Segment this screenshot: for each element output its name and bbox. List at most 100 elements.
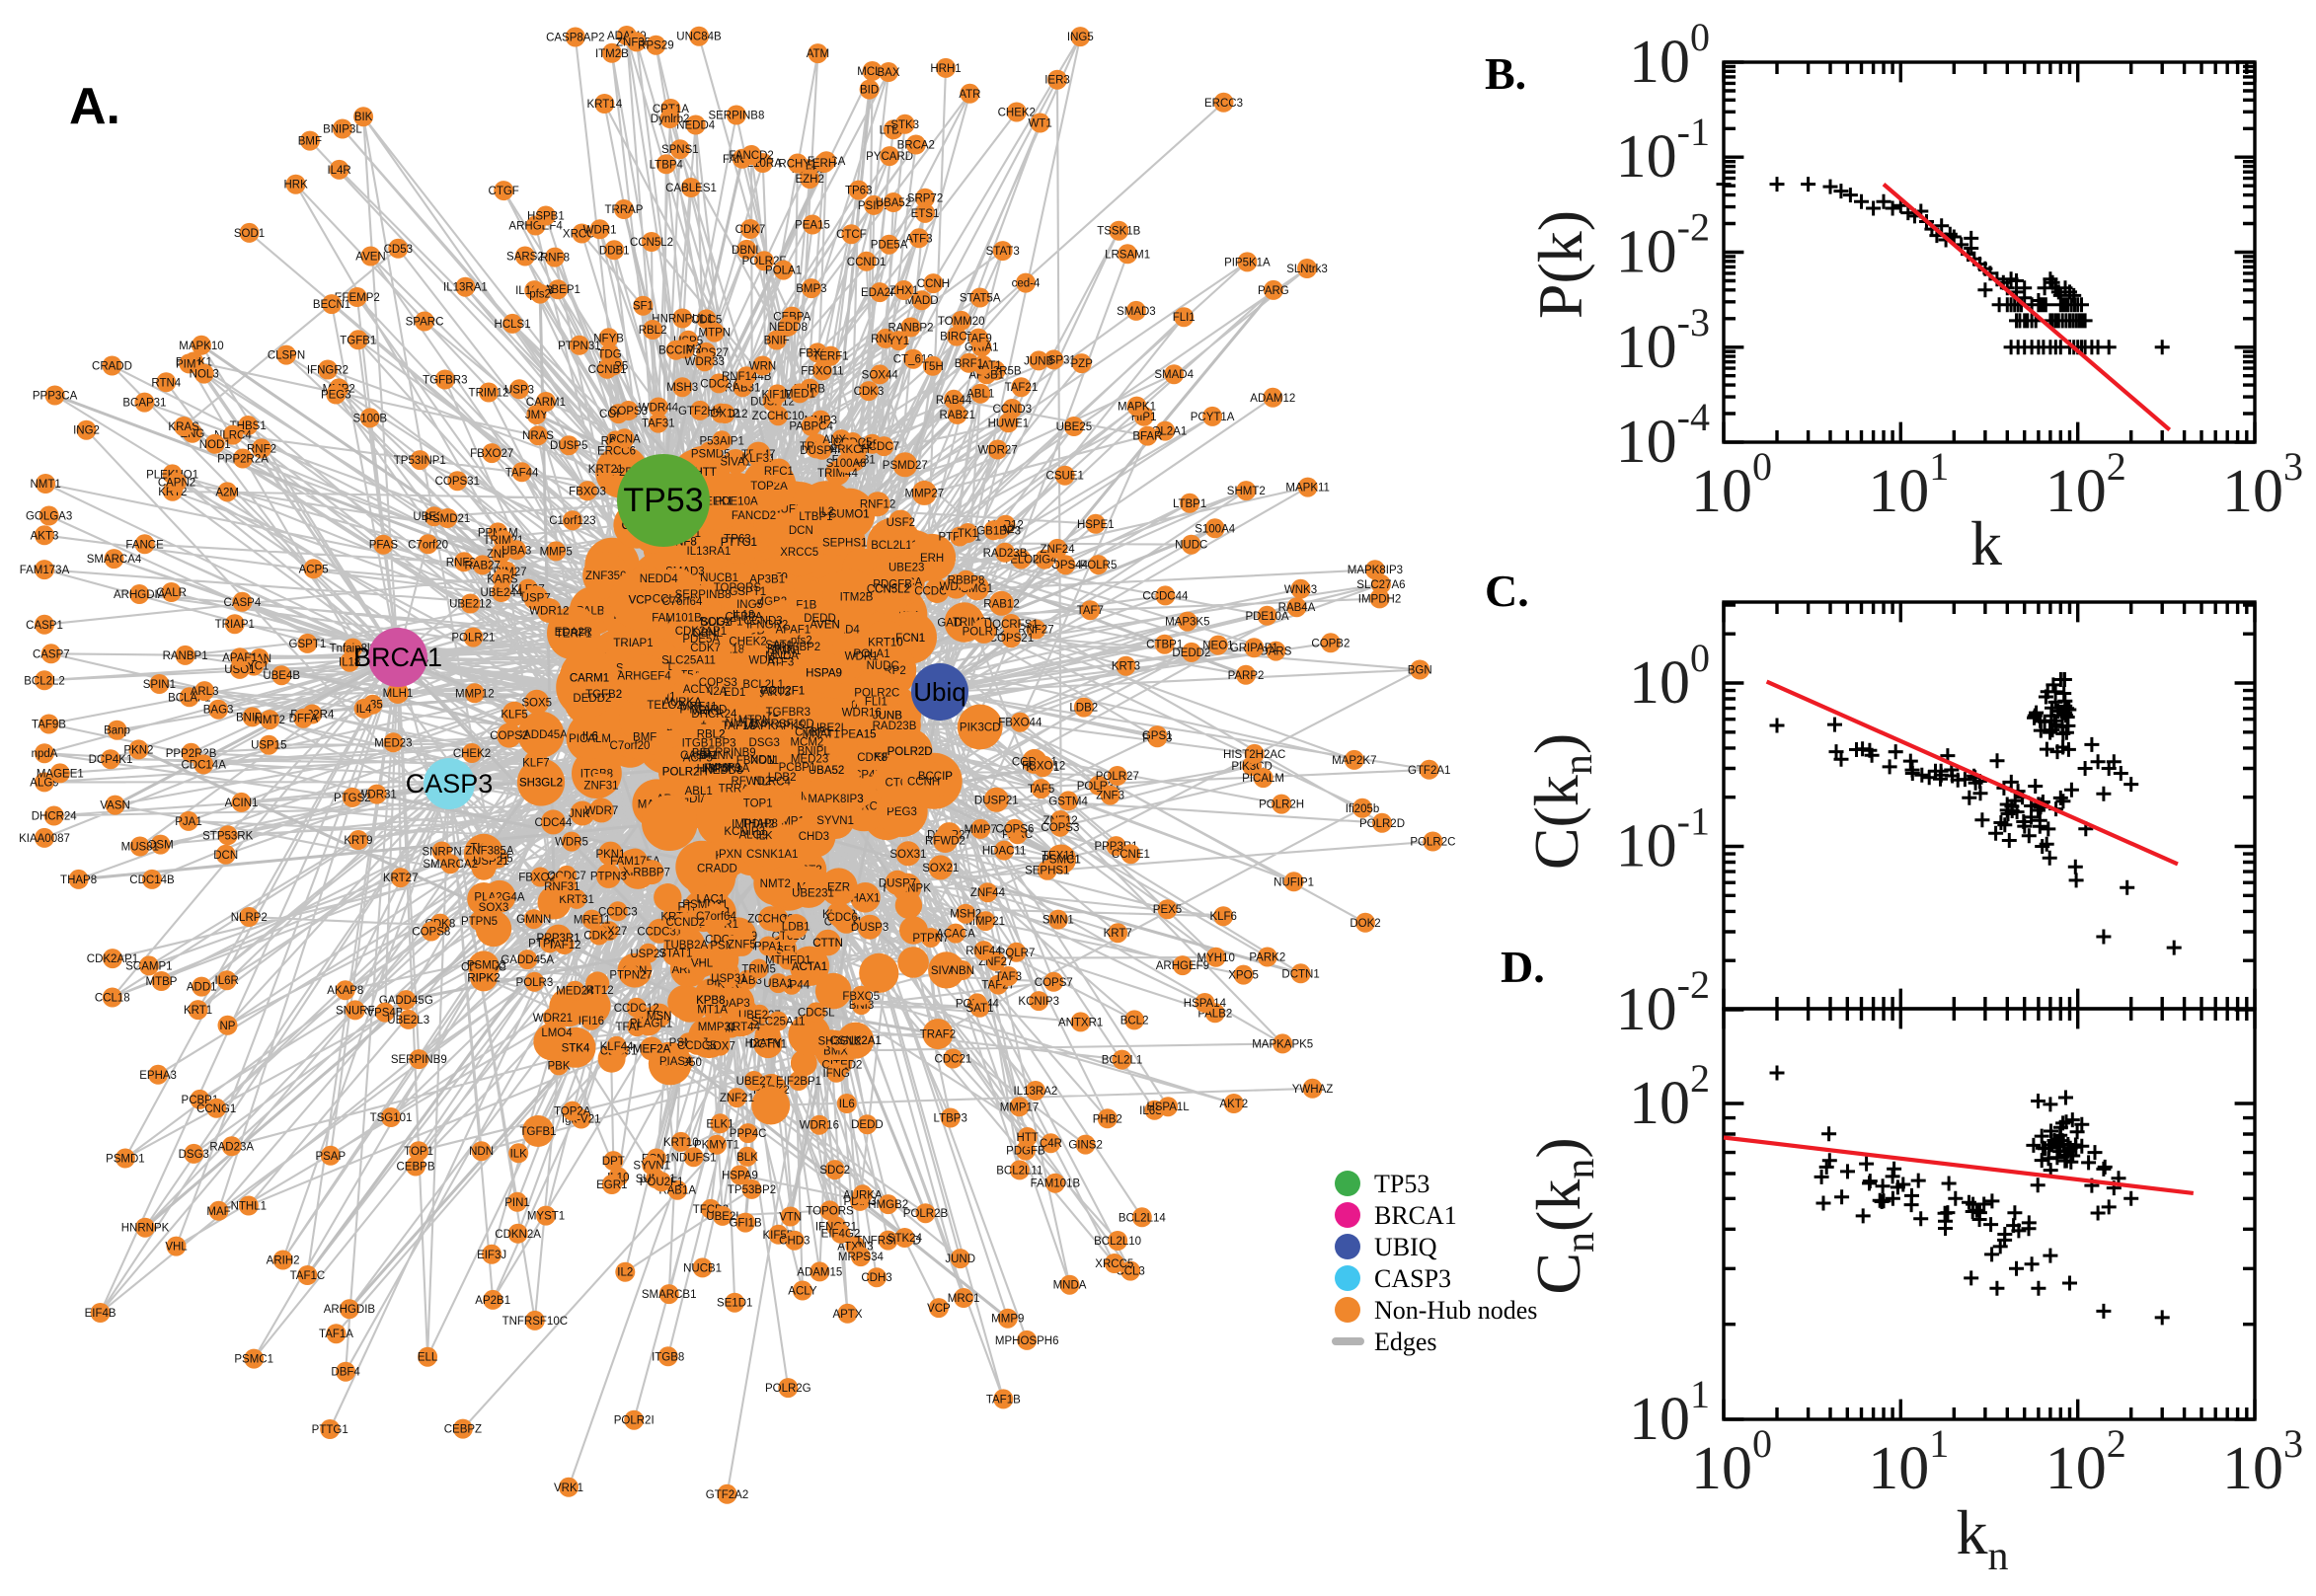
svg-text:HIST2H2AC: HIST2H2AC xyxy=(1223,749,1285,761)
svg-text:MMP9: MMP9 xyxy=(708,763,740,775)
svg-text:ZNF44: ZNF44 xyxy=(970,887,1006,899)
svg-text:PHB2: PHB2 xyxy=(1093,1113,1122,1125)
svg-text:ARHGDIA: ARHGDIA xyxy=(114,589,166,601)
svg-text:TGFB1: TGFB1 xyxy=(340,335,376,346)
svg-text:SLC25A11: SLC25A11 xyxy=(661,655,716,667)
svg-text:SPARC: SPARC xyxy=(406,317,444,329)
svg-text:A.: A. xyxy=(69,78,120,135)
svg-text:VASN: VASN xyxy=(100,800,129,812)
svg-text:TGFB2: TGFB2 xyxy=(585,689,622,701)
svg-text:TOP1: TOP1 xyxy=(404,1146,433,1158)
svg-text:ACTA1: ACTA1 xyxy=(792,961,827,973)
svg-text:SIVA1: SIVA1 xyxy=(720,457,751,469)
svg-text:ANTXR1: ANTXR1 xyxy=(1058,1017,1103,1028)
svg-text:MLH1: MLH1 xyxy=(383,688,414,700)
svg-text:PSAP: PSAP xyxy=(315,1151,346,1163)
svg-text:DEDD: DEDD xyxy=(851,1119,884,1131)
svg-text:P53AIP1: P53AIP1 xyxy=(699,435,743,447)
svg-text:COPS3: COPS3 xyxy=(609,406,648,418)
svg-text:CCNG1: CCNG1 xyxy=(196,1103,236,1115)
svg-text:RAB31: RAB31 xyxy=(725,382,760,394)
svg-text:POU2F1: POU2F1 xyxy=(760,686,805,698)
svg-text:ERCC6: ERCC6 xyxy=(597,446,636,458)
svg-text:TP63: TP63 xyxy=(845,186,873,197)
svg-text:STP53RK: STP53RK xyxy=(202,830,253,842)
svg-text:TSG101: TSG101 xyxy=(370,1112,413,1124)
svg-text:RNF44: RNF44 xyxy=(965,946,1002,957)
svg-text:EDA2R: EDA2R xyxy=(555,627,592,639)
svg-text:NDN: NDN xyxy=(750,755,775,767)
svg-text:CHEK2: CHEK2 xyxy=(453,748,491,760)
svg-text:RBL2: RBL2 xyxy=(639,325,667,337)
svg-text:EIF2BP1: EIF2BP1 xyxy=(776,1076,821,1088)
svg-text:GFI1B: GFI1B xyxy=(729,1218,762,1230)
svg-text:TNFRSF10C: TNFRSF10C xyxy=(502,1316,568,1328)
svg-text:CDK2AP1: CDK2AP1 xyxy=(675,626,727,638)
svg-text:D.: D. xyxy=(1501,942,1545,992)
svg-text:TAF44: TAF44 xyxy=(505,467,539,479)
svg-text:POLA1: POLA1 xyxy=(765,266,802,277)
svg-text:HSPB1: HSPB1 xyxy=(527,211,565,223)
svg-text:RFC1: RFC1 xyxy=(764,466,794,478)
svg-text:TDG: TDG xyxy=(597,349,621,361)
svg-text:WDR16: WDR16 xyxy=(800,1120,839,1132)
svg-text:CTTN: CTTN xyxy=(812,938,843,950)
svg-text:DCN: DCN xyxy=(789,525,813,537)
svg-text:DHCR24: DHCR24 xyxy=(32,811,78,823)
svg-text:MMP9: MMP9 xyxy=(991,1314,1024,1326)
svg-text:PZP: PZP xyxy=(1071,358,1094,370)
svg-text:WRN: WRN xyxy=(749,361,776,373)
svg-text:HNRNPK: HNRNPK xyxy=(121,1223,170,1235)
svg-text:COPB2: COPB2 xyxy=(1311,638,1350,649)
svg-text:MNAT1: MNAT1 xyxy=(803,728,840,740)
svg-text:GSPT1: GSPT1 xyxy=(729,586,766,598)
svg-text:DUSP21: DUSP21 xyxy=(974,795,1019,806)
svg-text:RFWD2: RFWD2 xyxy=(925,836,965,848)
svg-text:RANBP2: RANBP2 xyxy=(888,323,933,335)
svg-text:EIF3J: EIF3J xyxy=(477,1250,506,1261)
svg-text:UBA52: UBA52 xyxy=(809,765,844,777)
svg-text:XRCC5: XRCC5 xyxy=(780,547,818,559)
svg-text:DUSP3: DUSP3 xyxy=(851,922,888,934)
svg-text:UBIQ: UBIQ xyxy=(1374,1233,1437,1261)
svg-text:SERPINB9: SERPINB9 xyxy=(391,1054,447,1066)
svg-text:RAD23A: RAD23A xyxy=(209,1141,254,1153)
svg-text:SE1D1: SE1D1 xyxy=(717,1298,752,1310)
svg-text:IER3: IER3 xyxy=(1044,75,1070,87)
svg-text:NUDC: NUDC xyxy=(867,660,899,672)
svg-text:USF2: USF2 xyxy=(887,517,915,529)
svg-text:SEPHS1: SEPHS1 xyxy=(1025,866,1069,877)
svg-text:CSNK1A1: CSNK1A1 xyxy=(746,849,798,861)
svg-text:ACLY: ACLY xyxy=(683,684,713,696)
svg-text:SUMO1: SUMO1 xyxy=(829,509,870,521)
svg-text:BMF: BMF xyxy=(633,731,656,743)
svg-text:PIK3CD: PIK3CD xyxy=(960,722,1001,734)
svg-text:CASP1: CASP1 xyxy=(680,750,718,762)
svg-text:MMP27: MMP27 xyxy=(904,488,944,499)
svg-text:RAB27: RAB27 xyxy=(464,560,500,571)
svg-text:PTGS2: PTGS2 xyxy=(334,793,371,804)
svg-text:MAPKAPK5: MAPKAPK5 xyxy=(1252,1038,1313,1050)
svg-text:PARP2: PARP2 xyxy=(1228,670,1265,682)
svg-text:STAT5A: STAT5A xyxy=(960,293,1001,305)
svg-text:MNDA: MNDA xyxy=(1053,1280,1087,1292)
svg-text:BMF: BMF xyxy=(298,136,322,148)
svg-text:RNF8: RNF8 xyxy=(540,253,570,265)
svg-text:CTCF: CTCF xyxy=(836,229,867,241)
svg-text:CCDC31: CCDC31 xyxy=(637,926,682,938)
svg-text:SMARCA2: SMARCA2 xyxy=(423,859,478,871)
svg-text:IL18: IL18 xyxy=(733,610,754,622)
svg-text:TOP1: TOP1 xyxy=(743,798,773,810)
svg-text:TAF1B: TAF1B xyxy=(986,1394,1021,1406)
svg-text:PEX5: PEX5 xyxy=(1153,904,1182,916)
svg-text:LTBP1: LTBP1 xyxy=(799,511,832,523)
svg-text:MTPN: MTPN xyxy=(699,328,732,340)
svg-text:GTF2A2: GTF2A2 xyxy=(706,1489,748,1501)
svg-text:RANBP1: RANBP1 xyxy=(163,650,208,662)
svg-text:PCYT1A: PCYT1A xyxy=(1191,412,1235,423)
svg-text:SLC27A6: SLC27A6 xyxy=(1356,579,1405,591)
svg-text:STAT3: STAT3 xyxy=(986,246,1020,258)
svg-text:MED1: MED1 xyxy=(784,388,815,400)
svg-text:KCNIP3: KCNIP3 xyxy=(1018,996,1059,1008)
svg-text:VCP: VCP xyxy=(629,595,653,607)
